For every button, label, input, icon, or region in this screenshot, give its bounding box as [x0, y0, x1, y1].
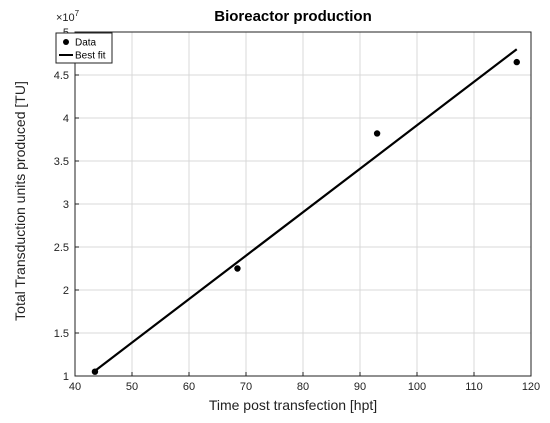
y-axis-exponent: ×107 [56, 9, 80, 24]
y-tick-label: 4.5 [54, 70, 69, 82]
y-tick-label: 4 [63, 113, 69, 125]
x-tick-label: 100 [408, 381, 426, 393]
y-tick-label: 2.5 [54, 242, 69, 254]
legend-marker-data [63, 39, 69, 45]
legend-box [55, 32, 113, 64]
x-tick-label: 60 [183, 381, 195, 393]
x-tick-label: 120 [522, 381, 540, 393]
data-point [513, 58, 520, 66]
chart-title: Bioreactor production [214, 8, 372, 25]
legend-label-data: Data [75, 38, 97, 49]
x-tick-label: 40 [69, 381, 81, 393]
y-axis-label: Total Transduction units produced [TU] [12, 81, 28, 321]
data-point [234, 265, 241, 272]
best-fit-line [94, 48, 518, 372]
y-tick-label: 2 [63, 285, 69, 297]
y-tick-label: 1.5 [54, 328, 69, 340]
y-tick-label: 3 [63, 199, 69, 211]
x-tick-label: 70 [240, 381, 252, 393]
x-tick-label: 50 [126, 381, 138, 393]
legend: Data Best fit [55, 32, 113, 64]
data-point [91, 368, 99, 375]
y-tick-label: 1 [63, 371, 69, 383]
series-layer [91, 48, 520, 375]
x-tick-label: 80 [297, 381, 309, 393]
x-tick-label: 90 [354, 381, 366, 393]
x-tick-label: 110 [465, 381, 483, 393]
x-axis-ticks: 40 50 60 70 80 90 100 110 120 [69, 372, 540, 393]
y-tick-label: 3.5 [54, 156, 69, 168]
legend-label-fit: Best fit [75, 51, 106, 62]
x-axis-label: Time post transfection [hpt] [209, 397, 377, 413]
grid [74, 31, 532, 377]
data-point [373, 130, 381, 137]
